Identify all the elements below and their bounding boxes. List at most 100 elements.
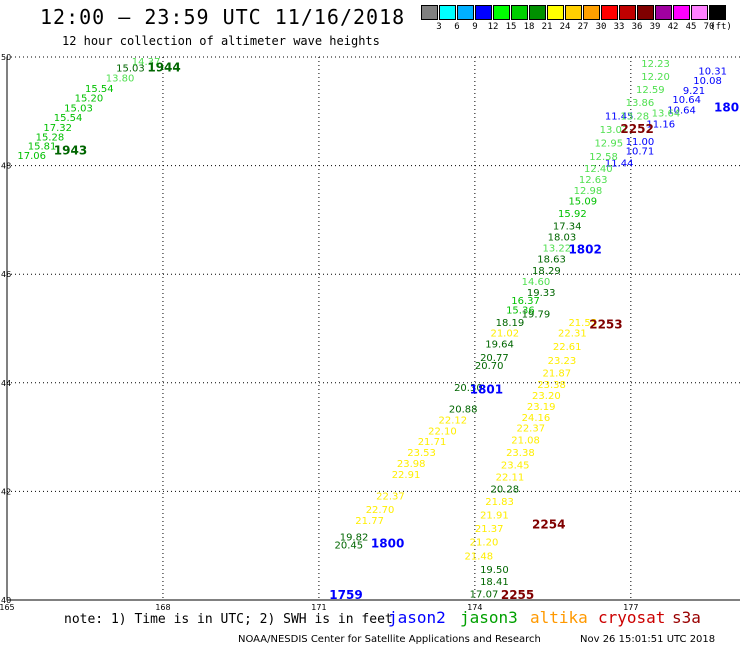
wave-height-label: 14.37 xyxy=(132,57,161,68)
color-scale-tick: 70 xyxy=(703,22,715,32)
color-scale-tick: 42 xyxy=(667,22,679,32)
page-subtitle: 12 hour collection of altimeter wave hei… xyxy=(62,34,380,48)
wave-height-label: 19.64 xyxy=(485,340,514,351)
y-tick-labels: 40 42 44 46 48 50 xyxy=(1,53,11,605)
wave-height-label: 22.37 xyxy=(376,492,405,503)
wave-height-label: 17.34 xyxy=(553,222,582,233)
y-tick-label: 46 xyxy=(1,270,11,279)
wave-height-label: 13.22 xyxy=(542,243,571,254)
wave-height-label: 15.36 xyxy=(506,305,535,316)
color-swatch xyxy=(547,5,564,20)
wave-height-label: 18.03 xyxy=(548,233,577,244)
wave-height-label: 19.82 xyxy=(340,532,369,543)
wave-height-label: 21.83 xyxy=(485,497,514,508)
wave-height-label: 20.28 xyxy=(490,484,519,495)
wave-height-label: 22.10 xyxy=(428,426,457,437)
wave-height-label: 15.03 xyxy=(116,64,145,75)
color-swatch xyxy=(637,5,654,20)
wave-height-label: 23.20 xyxy=(532,391,561,402)
color-swatch xyxy=(529,5,546,20)
wave-height-label: 11.44 xyxy=(605,159,634,170)
wave-height-label: 10.31 xyxy=(698,66,727,77)
wave-height-label: 23.98 xyxy=(397,459,426,470)
wave-height-label: 13.28 xyxy=(620,111,649,122)
x-tick-label: 168 xyxy=(155,603,170,612)
wave-height-label: 11.16 xyxy=(646,120,675,131)
color-scale-tick: 18 xyxy=(523,22,535,32)
wave-height-label: 10.71 xyxy=(626,147,655,158)
pass-time-label: 2252 xyxy=(620,122,653,136)
color-swatch xyxy=(421,5,438,20)
wave-height-label: 15.81 xyxy=(28,141,57,152)
wave-height-label: 21.91 xyxy=(480,511,509,522)
wave-height-label: 21.37 xyxy=(475,524,504,535)
satellite-legend-item: jason2 xyxy=(388,608,446,627)
color-swatch xyxy=(511,5,528,20)
color-swatch xyxy=(565,5,582,20)
color-swatch xyxy=(655,5,672,20)
wave-height-label: 16.37 xyxy=(511,296,540,307)
wave-height-label: 21.02 xyxy=(490,329,519,340)
wave-height-label: 18.19 xyxy=(496,318,525,329)
wave-height-label: 23.53 xyxy=(407,448,436,459)
wave-height-label: 20.45 xyxy=(335,540,364,551)
x-tick-labels: 165 168 171 174 177 xyxy=(0,603,638,612)
wave-height-label: 15.92 xyxy=(558,209,587,220)
pass-time-label: 1802 xyxy=(568,243,601,257)
pass-time-label: 1800 xyxy=(371,536,404,550)
satellite-legend-item: jason3 xyxy=(460,608,518,627)
wave-height-label: 12.63 xyxy=(579,175,608,186)
wave-height-label: 22.70 xyxy=(366,505,395,516)
wave-height-label: 15.09 xyxy=(568,197,597,208)
wave-height-label: 23.45 xyxy=(501,461,530,472)
color-swatch xyxy=(673,5,690,20)
page-title: 12:00 – 23:59 UTC 11/16/2018 xyxy=(40,5,406,29)
y-tick-label: 40 xyxy=(1,596,11,605)
wave-height-label: 24.16 xyxy=(522,413,551,424)
x-tick-label: 174 xyxy=(467,603,482,612)
wave-height-label: 23.38 xyxy=(506,448,535,459)
wave-height-label: 12.23 xyxy=(641,59,670,70)
wave-height-label: 19.33 xyxy=(527,288,556,299)
wave-height-label: 22.11 xyxy=(496,473,525,484)
x-tick-label: 177 xyxy=(623,603,638,612)
wave-height-label: 21.71 xyxy=(418,437,447,448)
satellite-legend-item: cryosat xyxy=(598,608,666,627)
pass-time-label: 2253 xyxy=(589,318,622,332)
wave-height-label: 21.55 xyxy=(568,318,597,329)
generated-time: Nov 26 15:01:51 UTC 2018 xyxy=(580,634,716,645)
wave-height-label: 15.54 xyxy=(54,113,83,124)
pass-time-label: 1801 xyxy=(470,383,503,397)
wave-height-label: 23.19 xyxy=(527,402,556,413)
wave-height-label: 12.95 xyxy=(594,139,623,150)
wave-height-label: 23.38 xyxy=(537,380,566,391)
color-swatch xyxy=(583,5,600,20)
pass-time-label: 1944 xyxy=(147,61,180,75)
wave-height-label: 9.21 xyxy=(683,86,705,97)
wave-height-label: 23.23 xyxy=(548,356,577,367)
wave-height-label: 21.20 xyxy=(470,538,499,549)
color-swatch xyxy=(493,5,510,20)
wave-height-label: 15.54 xyxy=(85,84,114,95)
wave-height-label: 22.61 xyxy=(553,342,582,353)
x-tick-label: 165 xyxy=(0,603,15,612)
pass-time-label: 1801 xyxy=(714,100,740,114)
wave-height-label: 12.98 xyxy=(574,186,603,197)
wave-height-label: 11.00 xyxy=(626,137,655,148)
wave-height-label: 21.77 xyxy=(355,516,384,527)
pass-time-labels: 1944 1943 1802 1801 1800 1759 1801 2252 2253 2254… xyxy=(54,61,740,602)
color-swatch xyxy=(691,5,708,20)
color-scale-tick: 36 xyxy=(631,22,643,32)
wave-height-label: 13.07 xyxy=(600,125,629,136)
grid-lines xyxy=(7,56,740,600)
wave-height-label: 21.87 xyxy=(542,368,571,379)
color-swatch xyxy=(475,5,492,20)
footer-note: note: 1) Time is in UTC; 2) SWH is in fe… xyxy=(64,612,393,627)
wave-height-label: 19.50 xyxy=(480,565,509,576)
color-scale-tick: 24 xyxy=(559,22,571,32)
color-scale-tick: 45 xyxy=(685,22,697,32)
x-tick-label: 171 xyxy=(311,603,326,612)
credit-line: NOAA/NESDIS Center for Satellite Applica… xyxy=(238,634,541,645)
wave-height-label: 12.20 xyxy=(641,72,670,83)
color-swatch xyxy=(709,5,726,20)
